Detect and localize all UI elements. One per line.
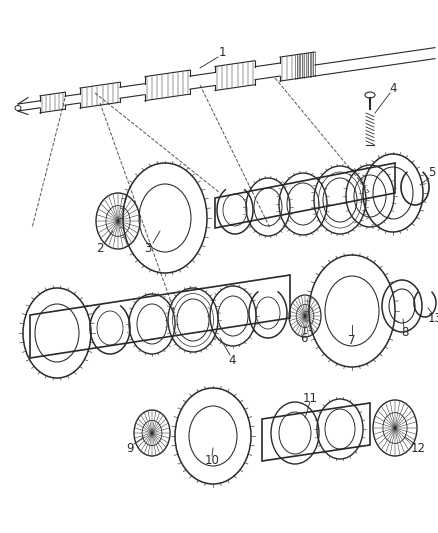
Ellipse shape	[365, 92, 375, 98]
Text: 3: 3	[144, 241, 152, 254]
Text: 12: 12	[410, 441, 425, 455]
Text: 13: 13	[427, 311, 438, 325]
Text: 6: 6	[300, 332, 308, 344]
Text: 9: 9	[126, 441, 134, 455]
Text: 2: 2	[96, 241, 104, 254]
Text: 8: 8	[401, 327, 409, 340]
Text: 1: 1	[218, 46, 226, 60]
Text: 7: 7	[348, 334, 356, 346]
Text: 11: 11	[303, 392, 318, 405]
Text: 5: 5	[428, 166, 436, 180]
Text: 10: 10	[205, 455, 219, 467]
Text: 4: 4	[228, 354, 236, 367]
Text: 4: 4	[389, 82, 397, 94]
